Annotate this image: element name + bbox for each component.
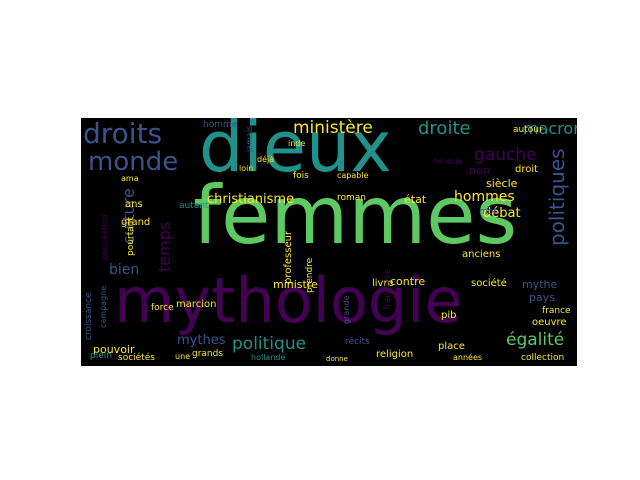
word-macron: macron — [523, 119, 577, 138]
word-grand: grand — [121, 217, 151, 228]
word-plein: plein — [90, 351, 112, 361]
word-roman: roman — [337, 193, 366, 203]
word-hollande: hollande — [251, 353, 286, 362]
word-capable: capable — [337, 171, 369, 180]
word-heresie: hérésie — [433, 157, 463, 166]
word-campagne: campagne — [99, 285, 108, 328]
word-ministere: ministère — [293, 118, 373, 138]
word-autour: autour — [513, 125, 543, 135]
word-monde: monde — [88, 147, 179, 177]
word-christianisme: christianisme — [207, 192, 295, 207]
word-droit: droit — [515, 164, 539, 175]
word-ministre: ministre — [273, 278, 318, 291]
word-politique: politique — [232, 334, 307, 354]
word-livre: livre — [372, 278, 394, 289]
word-droite: droite — [418, 118, 471, 139]
word-mythe: mythe — [522, 278, 558, 291]
word-religion: religion — [376, 349, 414, 360]
word-siecle: siècle — [486, 177, 518, 190]
word-france: france — [542, 306, 571, 316]
word-societe: société — [471, 278, 507, 289]
word-jamais: jamais — [245, 125, 254, 152]
word-collection: collection — [521, 353, 565, 363]
word-contre: contre — [390, 275, 426, 288]
word-deja: déjà — [257, 155, 275, 164]
word-force: force — [151, 303, 174, 313]
word-prendre: prendre — [305, 257, 315, 293]
word-egalite: égalité — [506, 330, 565, 350]
word-femmes: femmes — [193, 169, 518, 262]
word-procreation: procréation — [100, 214, 109, 260]
word-marcion: marcion — [176, 299, 217, 310]
word-annees: années — [453, 353, 483, 362]
word-grande: grande — [342, 295, 351, 324]
word-societes: sociétés — [118, 353, 155, 363]
word-ama: ama — [121, 174, 139, 183]
word-grands: grands — [192, 349, 224, 359]
word-loin: loin — [239, 164, 254, 173]
word-donne: donne — [326, 355, 348, 363]
word-pays: pays — [529, 291, 555, 304]
word-etat: état — [404, 193, 427, 206]
word-pourtant: pourtant — [126, 217, 136, 256]
word-droits: droits — [83, 118, 163, 150]
word-dieux: dieux — [199, 118, 392, 188]
word-homme: homme — [203, 120, 238, 130]
word-une: une — [175, 352, 191, 361]
word-mot: mot — [479, 207, 497, 217]
word-gauche: gauche — [474, 145, 537, 165]
word-temps: temps — [155, 221, 174, 272]
word-fois: fois — [293, 171, 309, 181]
word-professeur: professeur — [283, 230, 294, 284]
word-francaise: française — [383, 268, 393, 310]
word-anciens: anciens — [462, 249, 501, 260]
word-pouvoir: pouvoir — [93, 343, 135, 356]
word-non: non — [469, 164, 490, 177]
word-autant: autant — [179, 201, 209, 211]
word-croissance: croissance — [84, 292, 94, 340]
word-place: place — [438, 341, 465, 352]
word-hommes: hommes — [454, 189, 515, 205]
word-recits: récits — [345, 337, 370, 347]
word-ans: ans — [125, 199, 143, 210]
word-mythes: mythes — [177, 333, 226, 348]
word-cloud: femmes dieux mythologie droits monde min… — [81, 118, 577, 366]
word-inde: inde — [288, 139, 306, 148]
word-debat: débat — [483, 206, 521, 221]
word-oeuvre: oeuvre — [532, 317, 567, 328]
word-bien: bien — [109, 262, 140, 278]
word-politiques: politiques — [545, 148, 569, 246]
word-mythologie: mythologie — [114, 264, 463, 337]
word-pib: pib — [441, 310, 457, 321]
